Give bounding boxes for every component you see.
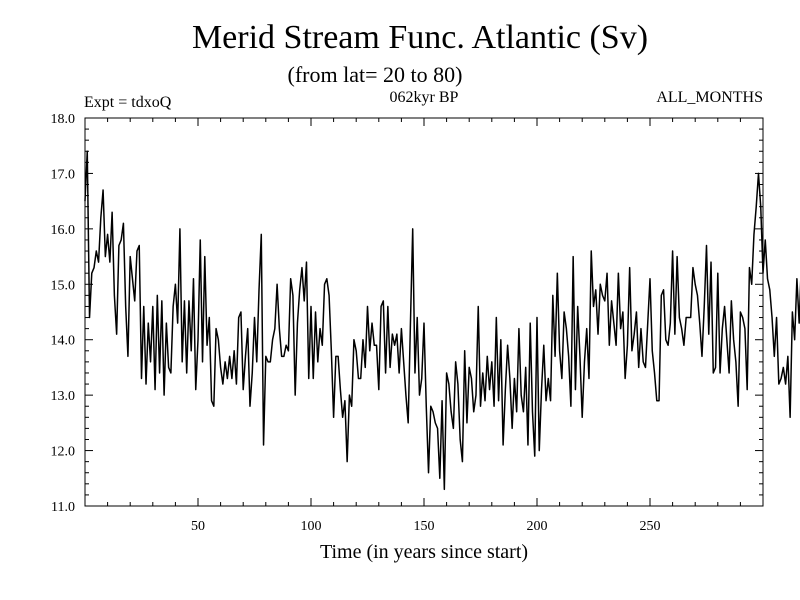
x-tick-label: 100 [301, 519, 322, 534]
x-tick-label: 200 [527, 519, 548, 534]
chart-title: Merid Stream Func. Atlantic (Sv) [192, 19, 648, 56]
series-line [84, 150, 800, 491]
chart-subtitle: (from lat= 20 to 80) [288, 62, 463, 87]
y-tick-label: 11.0 [51, 500, 75, 515]
y-tick-label: 16.0 [51, 223, 76, 238]
y-tick-label: 18.0 [51, 112, 76, 127]
y-tick-label: 15.0 [51, 278, 76, 293]
x-tick-label: 150 [414, 519, 435, 534]
y-tick-label: 14.0 [51, 334, 76, 349]
y-axis: 11.0 12.0 13.0 14.0 15.0 16.0 17.0 18.0 [51, 112, 763, 515]
y-tick-label: 13.0 [51, 389, 76, 404]
x-tick-label: 250 [640, 519, 661, 534]
annotation-months: ALL_MONTHS [656, 89, 763, 106]
plot-frame [84, 117, 764, 507]
x-axis: 50 100 150 200 250 [107, 118, 741, 534]
x-tick-label: 50 [191, 519, 205, 534]
x-axis-label: Time (in years since start) [320, 541, 528, 563]
y-tick-label: 17.0 [51, 167, 76, 182]
y-tick-label: 12.0 [51, 445, 76, 460]
annotation-period: 062kyr BP [390, 89, 459, 106]
annotation-experiment: Expt = tdxoQ [84, 94, 172, 111]
